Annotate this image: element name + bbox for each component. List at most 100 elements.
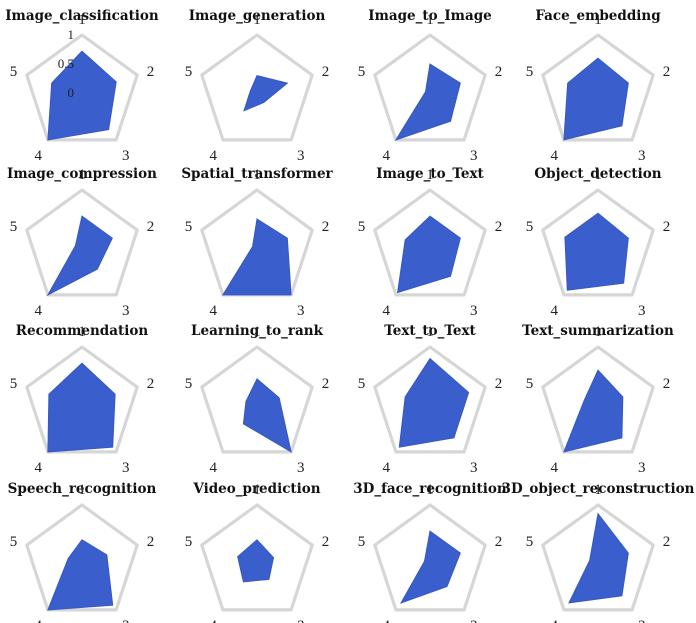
axis-label-5: 5 <box>10 219 18 235</box>
axis-label-1: 1 <box>253 482 261 498</box>
axis-label-2: 2 <box>495 64 503 80</box>
axis-label-5: 5 <box>526 219 534 235</box>
axis-label-3: 3 <box>297 303 305 319</box>
chart-title-3d-face-recognition: 3D_face_recognition <box>353 481 507 497</box>
series-area-learning-to-rank <box>242 378 292 453</box>
chart-title-speech-recognition: Speech_recognition <box>8 481 157 497</box>
axis-label-4: 4 <box>383 618 391 623</box>
chart-title-3d-object-reconstruction: 3D_object_reconstruction <box>502 481 695 497</box>
axis-label-1: 1 <box>78 482 86 498</box>
axis-label-3: 3 <box>638 618 646 623</box>
series-area-face-embedding <box>563 57 629 141</box>
chart-title-image-classification: Image_classification <box>5 8 159 24</box>
axis-label-4: 4 <box>383 148 391 164</box>
axis-label-1: 1 <box>78 324 86 340</box>
axis-label-4: 4 <box>551 618 559 623</box>
axis-label-2: 2 <box>663 64 671 80</box>
axis-label-3: 3 <box>297 618 305 623</box>
axis-label-4: 4 <box>35 460 43 476</box>
axis-label-4: 4 <box>35 303 43 319</box>
axis-label-5: 5 <box>185 219 193 235</box>
axis-label-2: 2 <box>147 219 155 235</box>
axis-label-2: 2 <box>495 376 503 392</box>
chart-title-object-detection: Object_detection <box>534 166 661 182</box>
axis-label-1: 1 <box>594 324 602 340</box>
axis-label-5: 5 <box>526 534 534 550</box>
axis-label-5: 5 <box>526 64 534 80</box>
axis-label-4: 4 <box>210 303 218 319</box>
axis-label-3: 3 <box>470 460 478 476</box>
axis-label-3: 3 <box>122 303 130 319</box>
axis-label-5: 5 <box>185 64 193 80</box>
chart-title-spatial-transformer: Spatial_transformer <box>181 166 333 182</box>
axis-label-2: 2 <box>663 219 671 235</box>
series-area-image-to-text <box>396 215 461 294</box>
series-area-speech-recognition <box>47 539 114 611</box>
chart-title-image-to-text: Image_to_Text <box>376 166 484 182</box>
axis-label-1: 1 <box>253 12 261 28</box>
chart-title-text-to-text: Text_to_Text <box>384 323 476 339</box>
axis-label-1: 1 <box>426 482 434 498</box>
series-area-image-generation <box>243 75 289 112</box>
radial-tick-label: 1 <box>68 27 75 42</box>
axis-label-3: 3 <box>470 148 478 164</box>
axis-label-1: 1 <box>78 167 86 183</box>
axis-label-2: 2 <box>322 376 330 392</box>
series-area-image-classification <box>47 50 117 141</box>
axis-label-4: 4 <box>210 460 218 476</box>
axis-label-4: 4 <box>35 618 43 623</box>
axis-label-5: 5 <box>358 219 366 235</box>
axis-label-4: 4 <box>35 148 43 164</box>
chart-title-video-prediction: Video_prediction <box>192 481 320 497</box>
axis-label-4: 4 <box>210 618 218 623</box>
axis-label-3: 3 <box>122 618 130 623</box>
chart-title-image-compression: Image_compression <box>7 166 157 182</box>
axis-label-1: 1 <box>426 167 434 183</box>
axis-label-2: 2 <box>663 376 671 392</box>
series-area-video-prediction <box>237 539 275 583</box>
axis-label-5: 5 <box>185 534 193 550</box>
chart-title-face-embedding: Face_embedding <box>535 8 661 24</box>
axis-label-3: 3 <box>122 148 130 164</box>
axis-label-3: 3 <box>638 148 646 164</box>
chart-title-learning-to-rank: Learning_to_rank <box>191 323 324 339</box>
axis-label-4: 4 <box>383 460 391 476</box>
axis-label-4: 4 <box>551 460 559 476</box>
axis-label-3: 3 <box>638 460 646 476</box>
axis-label-2: 2 <box>495 219 503 235</box>
axis-label-2: 2 <box>495 534 503 550</box>
axis-label-5: 5 <box>358 534 366 550</box>
axis-label-4: 4 <box>551 148 559 164</box>
axis-label-2: 2 <box>663 534 671 550</box>
axis-label-3: 3 <box>470 618 478 623</box>
radial-tick-label: 0.5 <box>58 56 74 71</box>
chart-title-recommendation: Recommendation <box>16 323 149 339</box>
radial-tick-label: 0 <box>68 85 75 100</box>
series-area-text-summarization <box>563 369 624 453</box>
series-area-recommendation <box>47 362 116 453</box>
axis-label-1: 1 <box>594 12 602 28</box>
series-area-image-to-image <box>394 63 461 141</box>
axis-label-2: 2 <box>147 534 155 550</box>
axis-label-1: 1 <box>78 12 86 28</box>
series-area-object-detection <box>564 212 629 291</box>
axis-label-4: 4 <box>383 303 391 319</box>
axis-label-4: 4 <box>551 303 559 319</box>
axis-label-3: 3 <box>122 460 130 476</box>
